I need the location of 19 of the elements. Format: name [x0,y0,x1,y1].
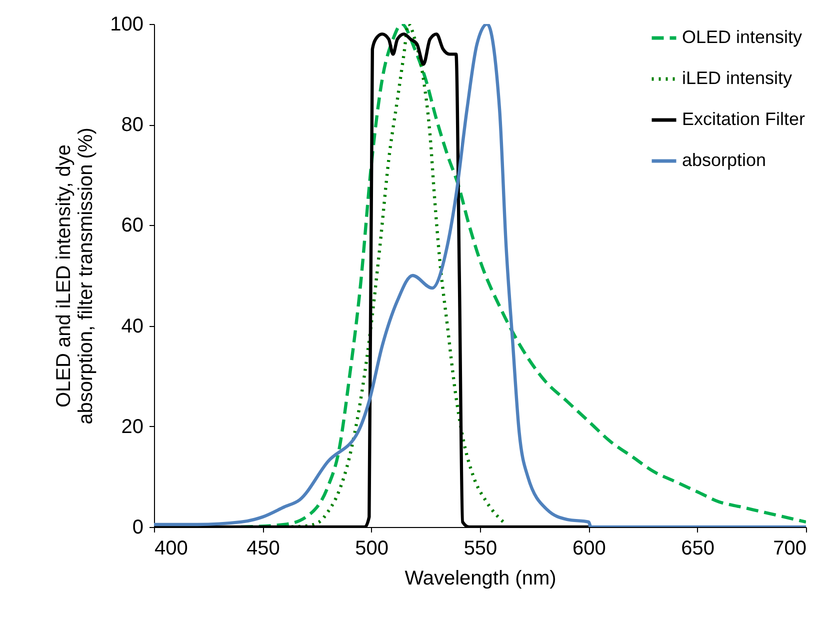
legend-label: OLED intensity [682,27,802,47]
y-axis-title: OLED and iLED intensity, dye absorption, filter transmission (%) [53,128,98,424]
y-tick-label: 100 [110,14,144,36]
y-tick-label: 60 [121,214,144,237]
x-tick-label: 700 [773,538,806,560]
x-tick-label: 550 [464,538,498,560]
x-axis-title: Wavelength (nm) [404,568,556,590]
y-tick-label: 20 [121,416,144,438]
x-tick-label: 450 [246,538,280,560]
x-tick-label: 400 [154,538,188,560]
legend-label: iLED intensity [682,68,792,88]
x-tick-label: 650 [681,538,715,560]
x-tick-label: 600 [572,538,606,560]
legend-label: Excitation Filter [682,109,806,129]
x-tick-label: 500 [355,538,389,560]
y-tick-label: 80 [121,114,144,136]
legend-label: absorption [682,150,766,170]
y-tick-label: 0 [132,516,144,538]
y-tick-label: 40 [121,315,144,338]
